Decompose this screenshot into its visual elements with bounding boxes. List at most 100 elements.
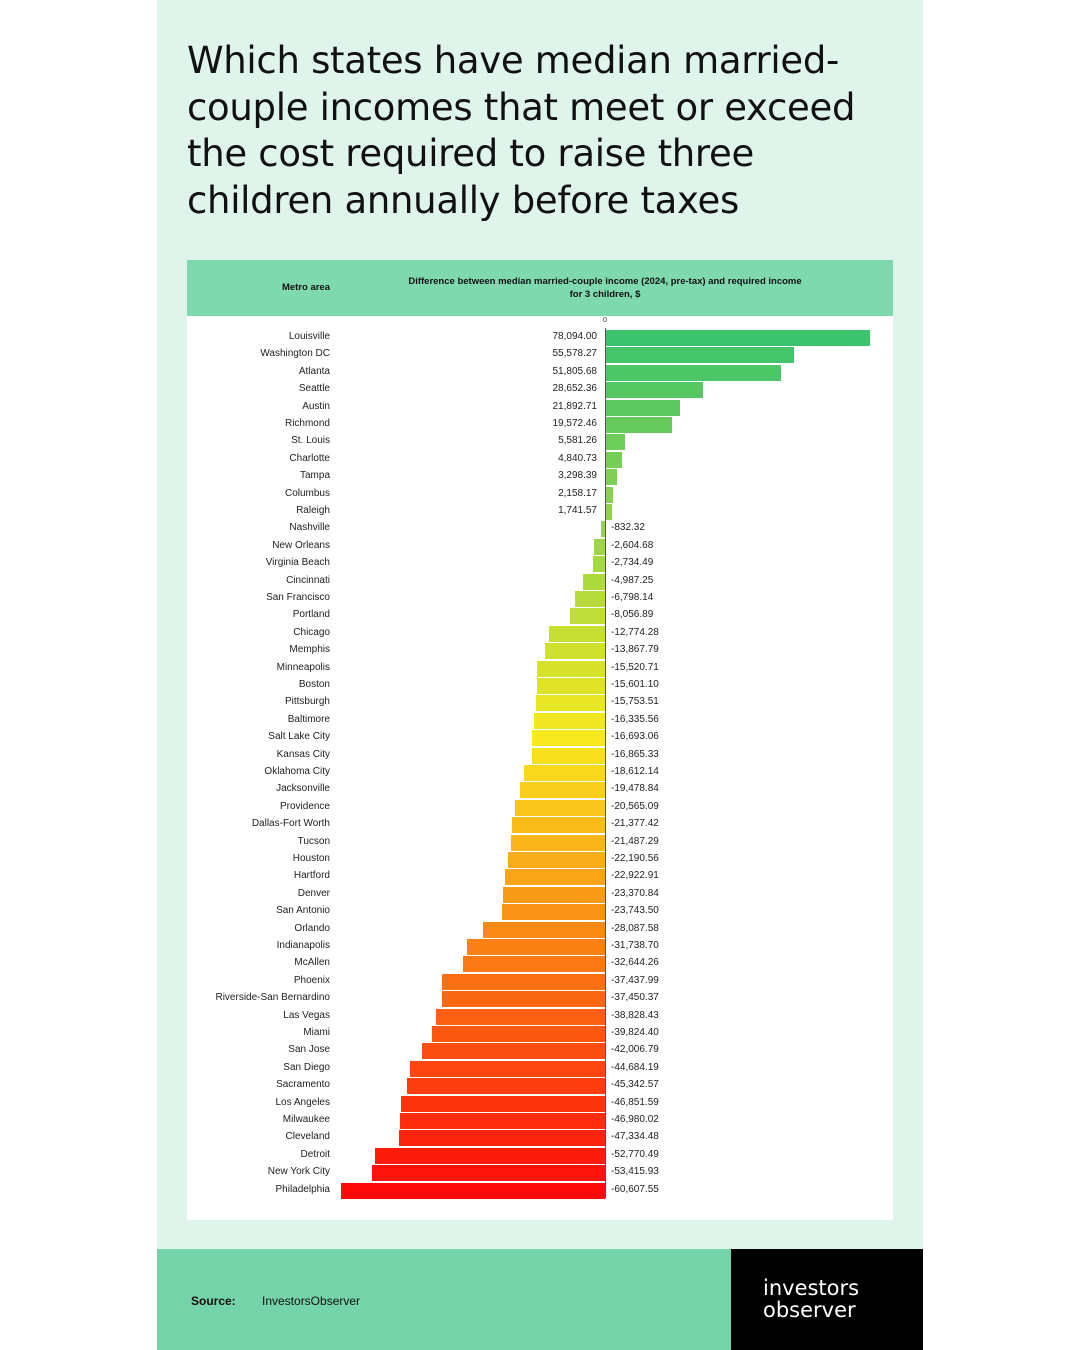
category-label: Virginia Beach: [265, 557, 330, 569]
category-label: Denver: [297, 887, 330, 899]
bar: [523, 765, 605, 781]
category-label: Miami: [303, 1027, 330, 1038]
bar: [606, 451, 623, 468]
bar: [549, 625, 605, 642]
category-label: Austin: [302, 400, 330, 412]
category-label: McAllen: [294, 957, 330, 969]
value-label: -21,377.42: [611, 818, 659, 830]
bar: [569, 608, 605, 625]
value-label: -19,478.84: [611, 783, 659, 795]
value-label: -23,370.84: [611, 887, 659, 899]
bar: [606, 469, 618, 486]
category-label: Providence: [279, 800, 330, 812]
value-label: -53,415.93: [611, 1166, 659, 1178]
bar: [441, 973, 605, 990]
bar: [606, 486, 614, 503]
category-label: San Antonio: [276, 905, 330, 917]
value-label: -28,087.58: [611, 922, 659, 934]
value-label: 5,581.26: [558, 435, 597, 447]
bar: [537, 678, 605, 694]
value-label: -15,520.71: [611, 661, 659, 673]
bar: [341, 1182, 605, 1199]
value-label: -44,684.19: [611, 1061, 659, 1073]
category-label: Atlanta: [298, 365, 330, 377]
value-label: 78,094.00: [552, 331, 598, 342]
category-label: Detroit: [300, 1148, 330, 1160]
chart-title: Which states have median married-couple …: [187, 39, 856, 222]
bar: [606, 504, 612, 520]
bar: [583, 573, 605, 590]
category-label: Hartford: [293, 870, 330, 882]
value-label: -8,056.89: [611, 609, 654, 621]
value-label: -32,644.26: [611, 957, 659, 969]
category-label: Portland: [292, 609, 330, 621]
value-label: -46,980.02: [611, 1114, 659, 1125]
category-label: Dallas-Fort Worth: [251, 818, 330, 830]
bar: [462, 956, 605, 973]
value-label: -22,922.91: [611, 870, 659, 882]
value-label: -37,437.99: [611, 974, 659, 986]
category-label: Los Angeles: [275, 1096, 331, 1108]
category-label: Sacramento: [276, 1079, 330, 1091]
chart-card: Metro area Difference between median mar…: [187, 260, 893, 1220]
value-label: 55,578.27: [552, 348, 598, 360]
zero-axis-line: [605, 328, 606, 1198]
logo-line-2: observer: [763, 1298, 856, 1322]
bar: [537, 660, 605, 677]
category-label: Houston: [292, 853, 330, 864]
category-label: Philadelphia: [275, 1183, 331, 1195]
bar: [606, 417, 673, 433]
category-label: Phoenix: [293, 974, 330, 986]
category-label: Baltimore: [287, 713, 330, 725]
footer: Source: InvestorsObserver: [157, 1249, 731, 1350]
bar: [532, 730, 605, 747]
bar: [511, 817, 605, 834]
bar: [606, 330, 870, 346]
category-label: Charlotte: [289, 452, 330, 464]
value-label: -46,851.59: [611, 1096, 659, 1108]
value-label: 3,298.39: [558, 470, 597, 482]
bar: [606, 382, 703, 399]
category-label: Raleigh: [296, 505, 330, 516]
value-label: 1,741.57: [558, 505, 597, 516]
category-label: Washington DC: [260, 348, 330, 360]
category-label: Columbus: [284, 487, 330, 499]
value-label: -23,743.50: [611, 905, 659, 917]
header-metro-area: Metro area: [281, 282, 330, 293]
category-label: New Orleans: [272, 539, 330, 551]
value-label: -2,604.68: [611, 539, 654, 551]
value-label: -16,693.06: [611, 731, 659, 743]
category-label: Las Vegas: [283, 1009, 330, 1021]
table-header: Metro area Difference between median mar…: [187, 260, 893, 316]
bar: [520, 782, 605, 799]
value-label: -18,612.14: [611, 766, 659, 777]
bar: [505, 869, 605, 886]
value-label: -13,867.79: [611, 644, 659, 656]
value-label: -20,565.09: [611, 800, 659, 812]
bar: [515, 799, 605, 816]
bar: [466, 939, 605, 955]
zero-tick-label: 0: [603, 317, 607, 324]
value-label: 28,652.36: [552, 383, 598, 395]
value-label: -31,738.70: [611, 940, 659, 951]
value-label: 19,572.46: [552, 418, 598, 429]
value-label: -45,342.57: [611, 1079, 659, 1091]
source-label: Source:: [191, 1294, 236, 1308]
bar: [606, 364, 782, 381]
bar: [441, 991, 605, 1008]
value-label: -39,824.40: [611, 1027, 659, 1038]
category-label: Salt Lake City: [268, 731, 330, 743]
category-label: Oklahoma City: [264, 766, 330, 777]
investors-observer-logo: investors observer: [731, 1249, 923, 1350]
category-label: Tucson: [297, 835, 330, 847]
category-label: Indianapolis: [276, 940, 330, 951]
value-label: -15,601.10: [611, 679, 659, 690]
category-label: St. Louis: [291, 435, 330, 447]
bar: [575, 591, 605, 607]
source-value: InvestorsObserver: [262, 1294, 361, 1308]
value-label: -37,450.37: [611, 992, 659, 1004]
value-label: -21,487.29: [611, 835, 659, 847]
bar: [422, 1043, 605, 1060]
bar: [531, 747, 605, 764]
bar: [544, 643, 605, 660]
